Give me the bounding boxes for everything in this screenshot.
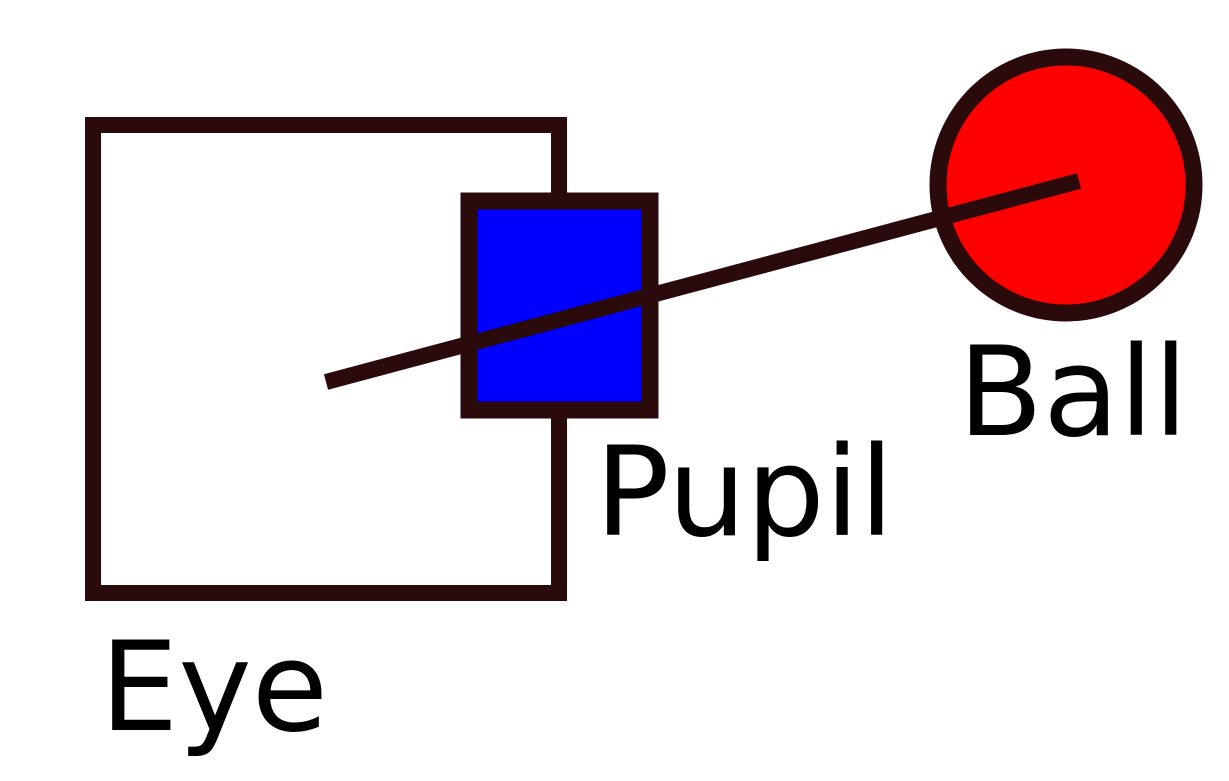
gaze-line: [323, 173, 1082, 390]
ball-label: Ball: [958, 321, 1188, 465]
eye-label: Eye: [100, 616, 328, 760]
pupil-label: Pupil: [595, 421, 894, 565]
